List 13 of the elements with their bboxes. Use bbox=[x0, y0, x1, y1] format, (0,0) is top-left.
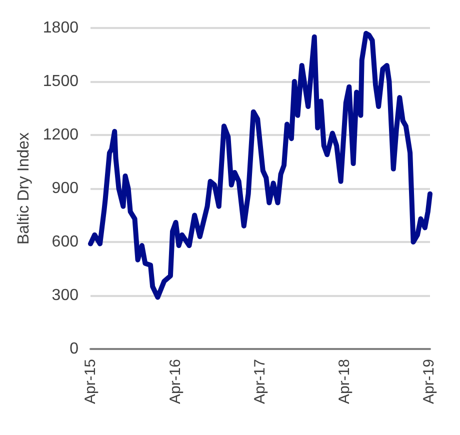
y-tick-label: 1800 bbox=[42, 20, 79, 36]
x-tick-label: Apr-16 bbox=[166, 359, 184, 404]
x-tick-label: Apr-17 bbox=[251, 359, 268, 404]
y-tick-label: 900 bbox=[52, 180, 79, 197]
y-axis-title: Baltic Dry Index bbox=[16, 132, 32, 245]
y-tick-label: 1500 bbox=[42, 73, 79, 90]
x-tick-label: Apr-19 bbox=[420, 359, 438, 404]
x-tick-label: Apr-18 bbox=[336, 359, 353, 404]
y-tick-label: 0 bbox=[70, 340, 79, 358]
y-tick-label: 300 bbox=[52, 287, 79, 304]
y-tick-label: 600 bbox=[52, 234, 79, 250]
x-tick-label: Apr-15 bbox=[82, 359, 99, 404]
y-tick-label: 1200 bbox=[42, 126, 79, 144]
